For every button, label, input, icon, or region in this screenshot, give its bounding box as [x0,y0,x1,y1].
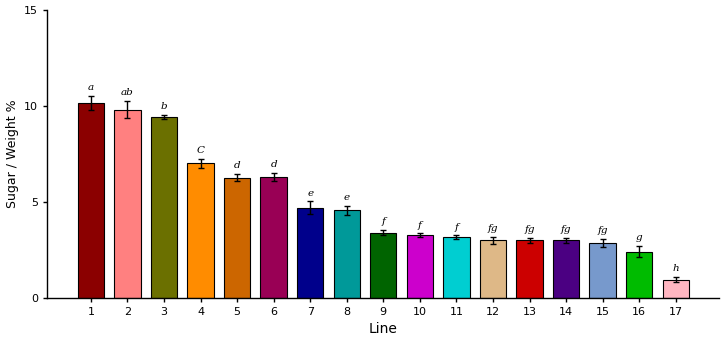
Text: g: g [636,233,642,242]
Text: fg: fg [488,224,498,233]
Bar [407,235,433,298]
Y-axis label: Sugar / Weight %: Sugar / Weight % [6,100,19,208]
Bar [480,240,506,298]
Text: fg: fg [561,225,571,234]
Text: h: h [672,264,679,274]
Bar [663,280,689,298]
Text: a: a [88,83,94,92]
Text: ab: ab [121,88,134,97]
Text: f: f [418,221,422,229]
Bar [443,237,470,298]
Text: fg: fg [597,226,608,235]
Bar [78,103,104,298]
Bar [187,163,214,298]
Text: e: e [344,193,349,202]
Bar [370,233,397,298]
Bar [297,208,323,298]
Bar [589,243,616,298]
Text: f: f [381,218,385,226]
Bar [334,210,360,298]
Bar [626,252,652,298]
Text: d: d [270,160,277,169]
Text: b: b [161,102,167,111]
Bar [516,240,543,298]
Bar [553,240,579,298]
Bar [151,117,177,298]
Text: d: d [233,161,241,170]
Text: e: e [307,188,313,198]
Bar [115,109,141,298]
X-axis label: Line: Line [369,323,398,337]
Text: fg: fg [524,225,535,234]
Text: C: C [196,146,204,155]
Bar [260,177,287,298]
Text: f: f [455,223,458,232]
Bar [224,178,250,298]
